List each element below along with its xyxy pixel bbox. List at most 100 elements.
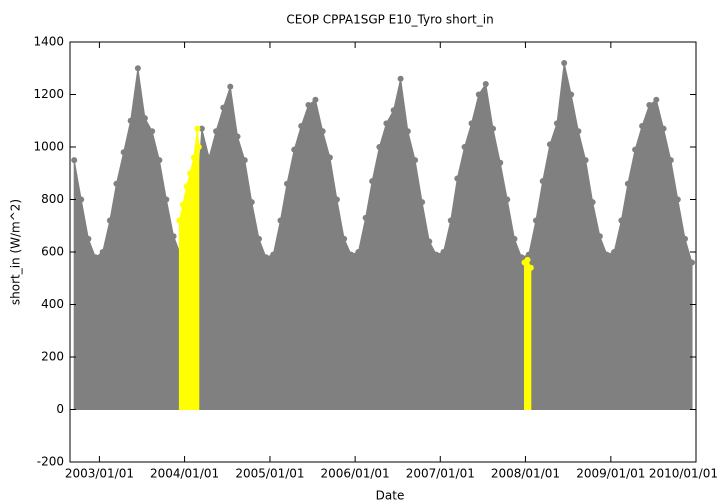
- point: [198, 125, 205, 132]
- point: [433, 251, 440, 258]
- point: [262, 254, 269, 261]
- point: [653, 96, 660, 103]
- point: [618, 217, 625, 224]
- x-tick-label: 2003/01/01: [65, 467, 134, 481]
- point: [546, 141, 553, 148]
- point: [447, 217, 454, 224]
- point: [120, 149, 127, 156]
- point: [99, 249, 106, 255]
- x-tick-label: 2006/01/01: [321, 467, 390, 481]
- x-tick-label: 2009/01/01: [576, 467, 645, 481]
- x-tick-label: 2005/01/01: [235, 467, 304, 481]
- chart-title: CEOP CPPA1SGP E10_Tyro short_in: [286, 13, 493, 27]
- point: [419, 199, 426, 206]
- point: [596, 233, 603, 240]
- point: [305, 102, 312, 108]
- point: [376, 144, 383, 150]
- point: [504, 196, 511, 203]
- point: [369, 178, 376, 185]
- point: [390, 107, 397, 114]
- point: [195, 144, 202, 150]
- point: [404, 128, 411, 135]
- point: [355, 249, 362, 255]
- point: [412, 157, 419, 164]
- point: [561, 60, 568, 66]
- point: [92, 254, 99, 261]
- point: [682, 235, 689, 242]
- point: [312, 96, 319, 103]
- point: [149, 128, 156, 135]
- point: [667, 157, 674, 164]
- x-tick-label: 2007/01/01: [406, 467, 475, 481]
- point: [689, 259, 696, 266]
- y-tick-label: 1000: [33, 140, 64, 154]
- point: [255, 235, 262, 242]
- point: [518, 254, 525, 261]
- y-tick-label: 1200: [33, 87, 64, 101]
- y-tick-label: 600: [41, 245, 64, 259]
- point: [270, 251, 277, 258]
- point: [213, 128, 220, 135]
- point: [624, 180, 631, 187]
- point: [176, 217, 183, 224]
- point: [440, 249, 447, 255]
- point: [179, 201, 186, 208]
- point: [187, 170, 194, 177]
- point: [341, 235, 348, 242]
- point: [227, 83, 234, 90]
- point: [568, 91, 575, 98]
- point: [589, 199, 596, 206]
- point: [291, 146, 298, 153]
- point: [113, 180, 120, 187]
- point: [277, 217, 284, 224]
- point: [190, 154, 197, 161]
- point: [156, 157, 163, 164]
- y-tick-label: -200: [37, 455, 64, 469]
- x-axis-label: Date: [376, 489, 405, 503]
- point: [241, 157, 248, 164]
- point: [170, 233, 177, 240]
- point: [475, 91, 482, 98]
- point: [298, 123, 305, 129]
- point: [539, 178, 546, 185]
- point: [611, 249, 618, 255]
- point: [639, 123, 646, 129]
- point: [163, 196, 170, 203]
- area: [524, 259, 532, 410]
- point: [234, 133, 241, 140]
- point: [468, 120, 475, 127]
- x-tick-label: 2010/01/01: [649, 467, 718, 481]
- x-tick-label: 2004/01/01: [150, 467, 219, 481]
- point: [362, 214, 369, 221]
- point: [582, 157, 589, 164]
- point: [106, 217, 113, 224]
- point: [85, 235, 92, 242]
- point: [575, 128, 582, 135]
- point: [454, 175, 461, 182]
- y-tick-label: 800: [41, 192, 64, 206]
- plot-area: [71, 60, 696, 410]
- point: [397, 75, 404, 82]
- point: [283, 180, 290, 187]
- point: [527, 264, 534, 271]
- point: [426, 238, 433, 245]
- point: [248, 199, 255, 206]
- point: [524, 256, 531, 263]
- point: [632, 146, 639, 153]
- point: [461, 144, 468, 150]
- point: [127, 117, 134, 124]
- point: [71, 157, 78, 164]
- point: [383, 120, 390, 127]
- y-tick-label: 1400: [33, 35, 64, 49]
- point: [553, 120, 560, 127]
- area: [178, 128, 200, 410]
- point: [646, 102, 653, 108]
- point: [497, 159, 504, 166]
- point: [141, 115, 148, 122]
- point: [326, 154, 333, 161]
- point: [220, 104, 227, 111]
- point: [134, 65, 141, 72]
- point: [348, 251, 355, 258]
- point: [525, 251, 532, 258]
